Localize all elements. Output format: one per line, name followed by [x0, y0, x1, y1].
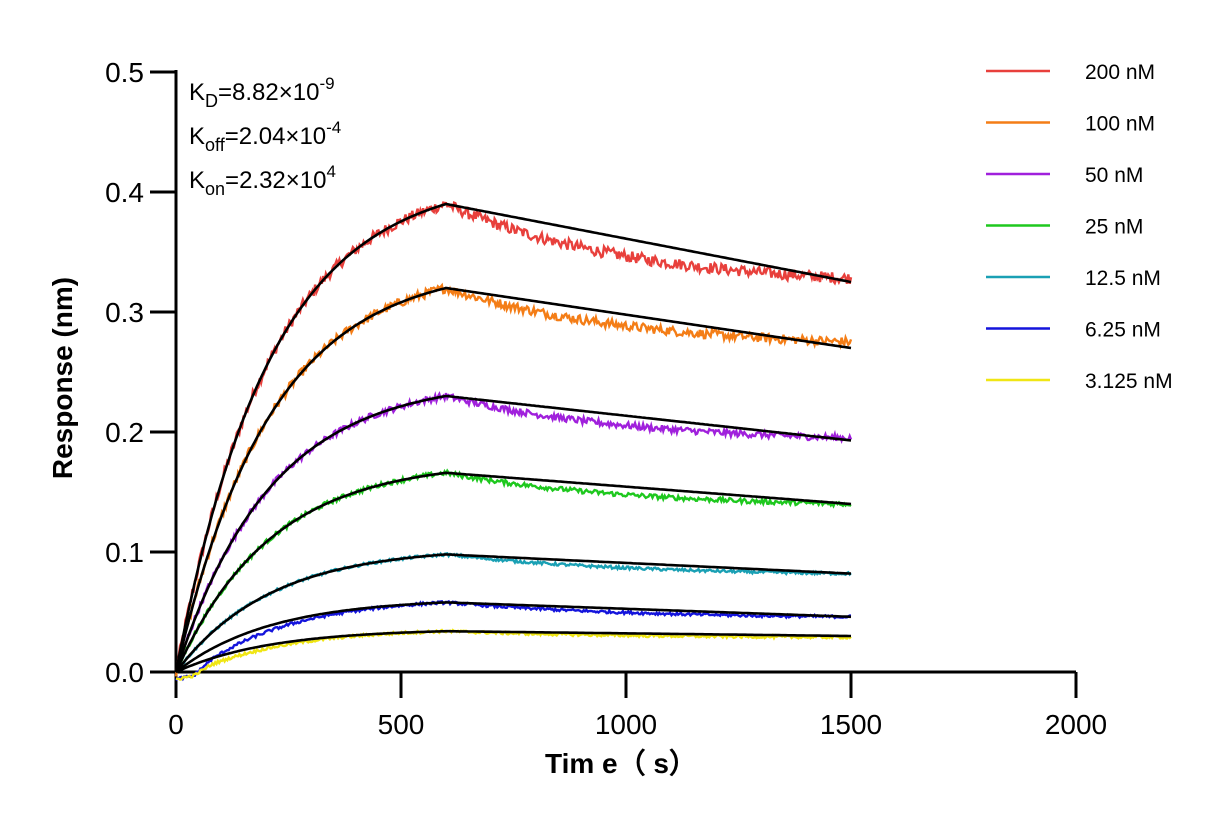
fit-curve-100-nM [174, 286, 852, 673]
legend-label: 3.125 nM [1085, 370, 1173, 393]
legend-label: 12.5 nM [1085, 267, 1161, 290]
y-axis-title: Response (nm) [47, 277, 78, 479]
legend-label: 25 nM [1085, 216, 1143, 239]
data-curve-6_25-nM [174, 599, 851, 682]
x-tick-label: 0 [168, 709, 184, 740]
legend-label: 100 nM [1085, 113, 1155, 136]
x-tick-label: 500 [378, 709, 425, 740]
axes: 0.0 0.1 0.2 0.3 0.4 0.5 0 500 1000 1500 2000 [105, 57, 1107, 740]
legend: 200 nM 100 nM 50 nM 25 nM 12.5 nM 6.25 nM 3.12… [986, 61, 1173, 393]
fit-curve-50-nM [174, 394, 852, 673]
kinetics-annotations: KD=8.82×10-9 Koff=2.04×10-4 Kon=2.32×104 [189, 74, 341, 199]
legend-label: 6.25 nM [1085, 319, 1161, 342]
y-tick-label: 0.2 [105, 417, 144, 448]
kinetic-constant-off: Koff=2.04×10-4 [189, 118, 341, 155]
fit-curve-200-nM [174, 202, 852, 673]
x-tick-label: 2000 [1045, 709, 1107, 740]
fit-curve-25-nM [174, 471, 852, 673]
data-curves [174, 200, 853, 682]
y-tick-label: 0.5 [105, 57, 144, 88]
fit-curve-3_125-nM [175, 629, 851, 674]
fit-curve-6_25-nM [175, 601, 852, 674]
legend-label: 50 nM [1085, 164, 1143, 187]
legend-label: 200 nM [1085, 61, 1155, 84]
y-tick-label: 0.1 [105, 537, 144, 568]
kinetic-constant-D: KD=8.82×10-9 [189, 74, 335, 111]
x-tick-label: 1000 [595, 709, 657, 740]
data-curve-25-nM [174, 468, 852, 673]
fit-curve-12_5-nM [174, 553, 852, 673]
fit-curves [174, 202, 852, 674]
y-tick-label: 0.4 [105, 177, 144, 208]
kinetic-constant-on: Kon=2.32×104 [189, 162, 336, 199]
y-tick-label: 0.0 [105, 657, 144, 688]
y-tick-label: 0.3 [105, 297, 144, 328]
x-tick-label: 1500 [820, 709, 882, 740]
x-axis-title: Tim e（ s） [545, 747, 697, 779]
